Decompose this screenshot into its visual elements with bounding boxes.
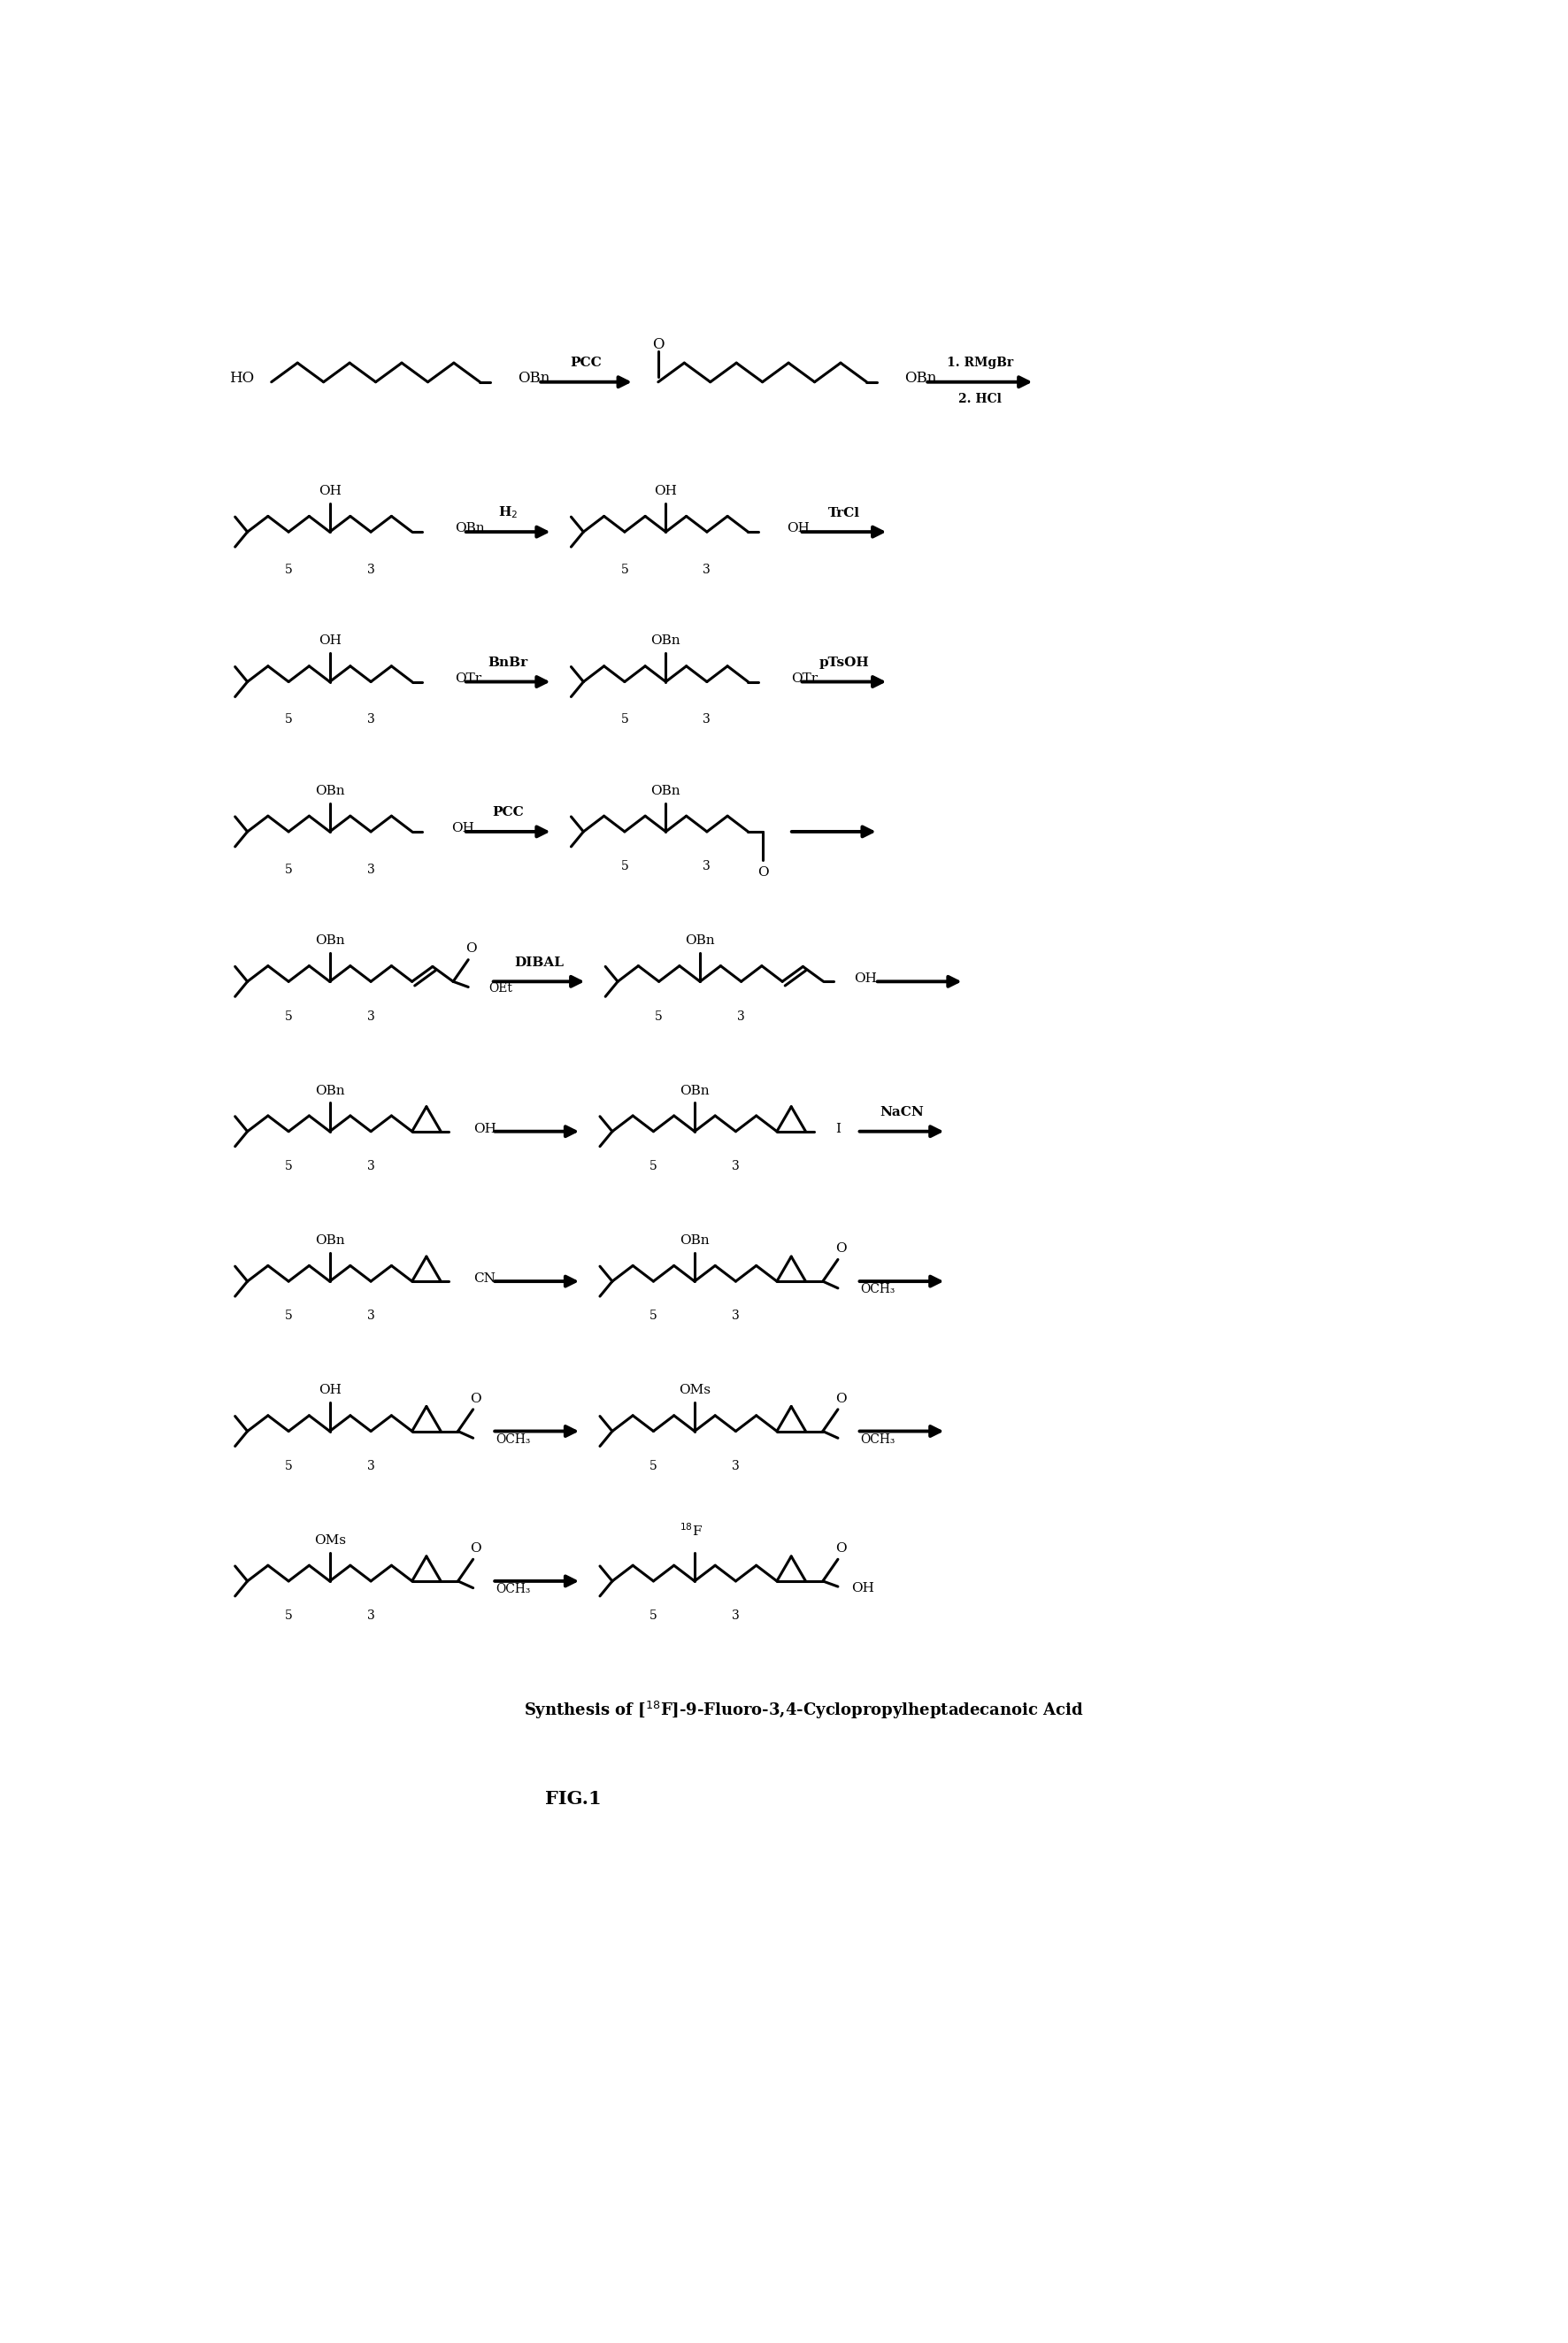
Text: OH: OH [855, 972, 877, 984]
Text: 5: 5 [285, 1160, 293, 1172]
Text: 3: 3 [367, 1460, 375, 1471]
Text: OH: OH [474, 1122, 497, 1134]
Text: 3: 3 [732, 1160, 740, 1172]
Text: 3: 3 [737, 1010, 745, 1022]
Text: 5: 5 [285, 715, 293, 726]
Text: OBn: OBn [679, 1085, 709, 1097]
Text: OBn: OBn [315, 1085, 345, 1097]
Text: OH: OH [654, 485, 677, 497]
Text: OCH₃: OCH₃ [495, 1584, 530, 1596]
Text: O: O [836, 1392, 847, 1406]
Text: O: O [836, 1242, 847, 1256]
Text: 3: 3 [732, 1460, 740, 1471]
Text: OCH₃: OCH₃ [861, 1284, 895, 1296]
Text: OBn: OBn [315, 1235, 345, 1246]
Text: OMs: OMs [314, 1535, 345, 1546]
Text: CN: CN [474, 1272, 495, 1284]
Text: 5: 5 [621, 860, 629, 872]
Text: TrCl: TrCl [828, 506, 859, 520]
Text: OH: OH [318, 1385, 342, 1396]
Text: 5: 5 [285, 1010, 293, 1022]
Text: OH: OH [787, 522, 811, 534]
Text: OCH₃: OCH₃ [861, 1434, 895, 1446]
Text: I: I [836, 1122, 840, 1134]
Text: HO: HO [229, 370, 254, 387]
Text: pTsOH: pTsOH [818, 656, 869, 668]
Text: H$_2$: H$_2$ [499, 506, 517, 520]
Text: OH: OH [452, 822, 474, 834]
Text: BnBr: BnBr [488, 656, 528, 668]
Text: OH: OH [318, 485, 342, 497]
Text: 3: 3 [732, 1310, 740, 1321]
Text: Synthesis of [$^{18}$F]-9-Fluoro-3,4-Cyclopropylheptadecanoic Acid: Synthesis of [$^{18}$F]-9-Fluoro-3,4-Cyc… [524, 1701, 1083, 1722]
Text: 3: 3 [367, 715, 375, 726]
Text: OBn: OBn [315, 935, 345, 947]
Text: 3: 3 [367, 565, 375, 576]
Text: PCC: PCC [492, 806, 524, 818]
Text: 3: 3 [367, 1610, 375, 1621]
Text: 5: 5 [649, 1310, 657, 1321]
Text: 5: 5 [649, 1160, 657, 1172]
Text: 5: 5 [285, 1610, 293, 1621]
Text: OBn: OBn [679, 1235, 709, 1246]
Text: OBn: OBn [651, 635, 681, 647]
Text: NaCN: NaCN [880, 1106, 924, 1118]
Text: 5: 5 [285, 1460, 293, 1471]
Text: OBn: OBn [685, 935, 715, 947]
Text: O: O [470, 1392, 481, 1406]
Text: OBn: OBn [315, 785, 345, 797]
Text: OBn: OBn [905, 370, 936, 387]
Text: OBn: OBn [651, 785, 681, 797]
Text: OBn: OBn [455, 522, 485, 534]
Text: OH: OH [851, 1582, 875, 1593]
Text: O: O [757, 867, 768, 879]
Text: DIBAL: DIBAL [514, 956, 563, 968]
Text: FIG.1: FIG.1 [546, 1790, 602, 1809]
Text: O: O [466, 942, 477, 956]
Text: 5: 5 [285, 565, 293, 576]
Text: 3: 3 [367, 862, 375, 876]
Text: 5: 5 [285, 1310, 293, 1321]
Text: 5: 5 [649, 1460, 657, 1471]
Text: 5: 5 [655, 1010, 663, 1022]
Text: OTr: OTr [792, 672, 818, 684]
Text: OTr: OTr [455, 672, 481, 684]
Text: 5: 5 [649, 1610, 657, 1621]
Text: 5: 5 [621, 715, 629, 726]
Text: OH: OH [318, 635, 342, 647]
Text: 2. HCl: 2. HCl [958, 394, 1002, 405]
Text: O: O [470, 1542, 481, 1556]
Text: 3: 3 [702, 565, 710, 576]
Text: 3: 3 [367, 1310, 375, 1321]
Text: OBn: OBn [517, 370, 550, 387]
Text: 5: 5 [285, 862, 293, 876]
Text: O: O [836, 1542, 847, 1556]
Text: 1. RMgBr: 1. RMgBr [947, 356, 1013, 370]
Text: OCH₃: OCH₃ [495, 1434, 530, 1446]
Text: OMs: OMs [679, 1385, 710, 1396]
Text: PCC: PCC [571, 356, 602, 370]
Text: $^{18}$F: $^{18}$F [679, 1523, 702, 1539]
Text: 3: 3 [367, 1010, 375, 1022]
Text: 3: 3 [702, 715, 710, 726]
Text: O: O [652, 337, 665, 351]
Text: OEt: OEt [489, 982, 513, 993]
Text: 3: 3 [702, 860, 710, 872]
Text: 5: 5 [621, 565, 629, 576]
Text: 3: 3 [732, 1610, 740, 1621]
Text: 3: 3 [367, 1160, 375, 1172]
